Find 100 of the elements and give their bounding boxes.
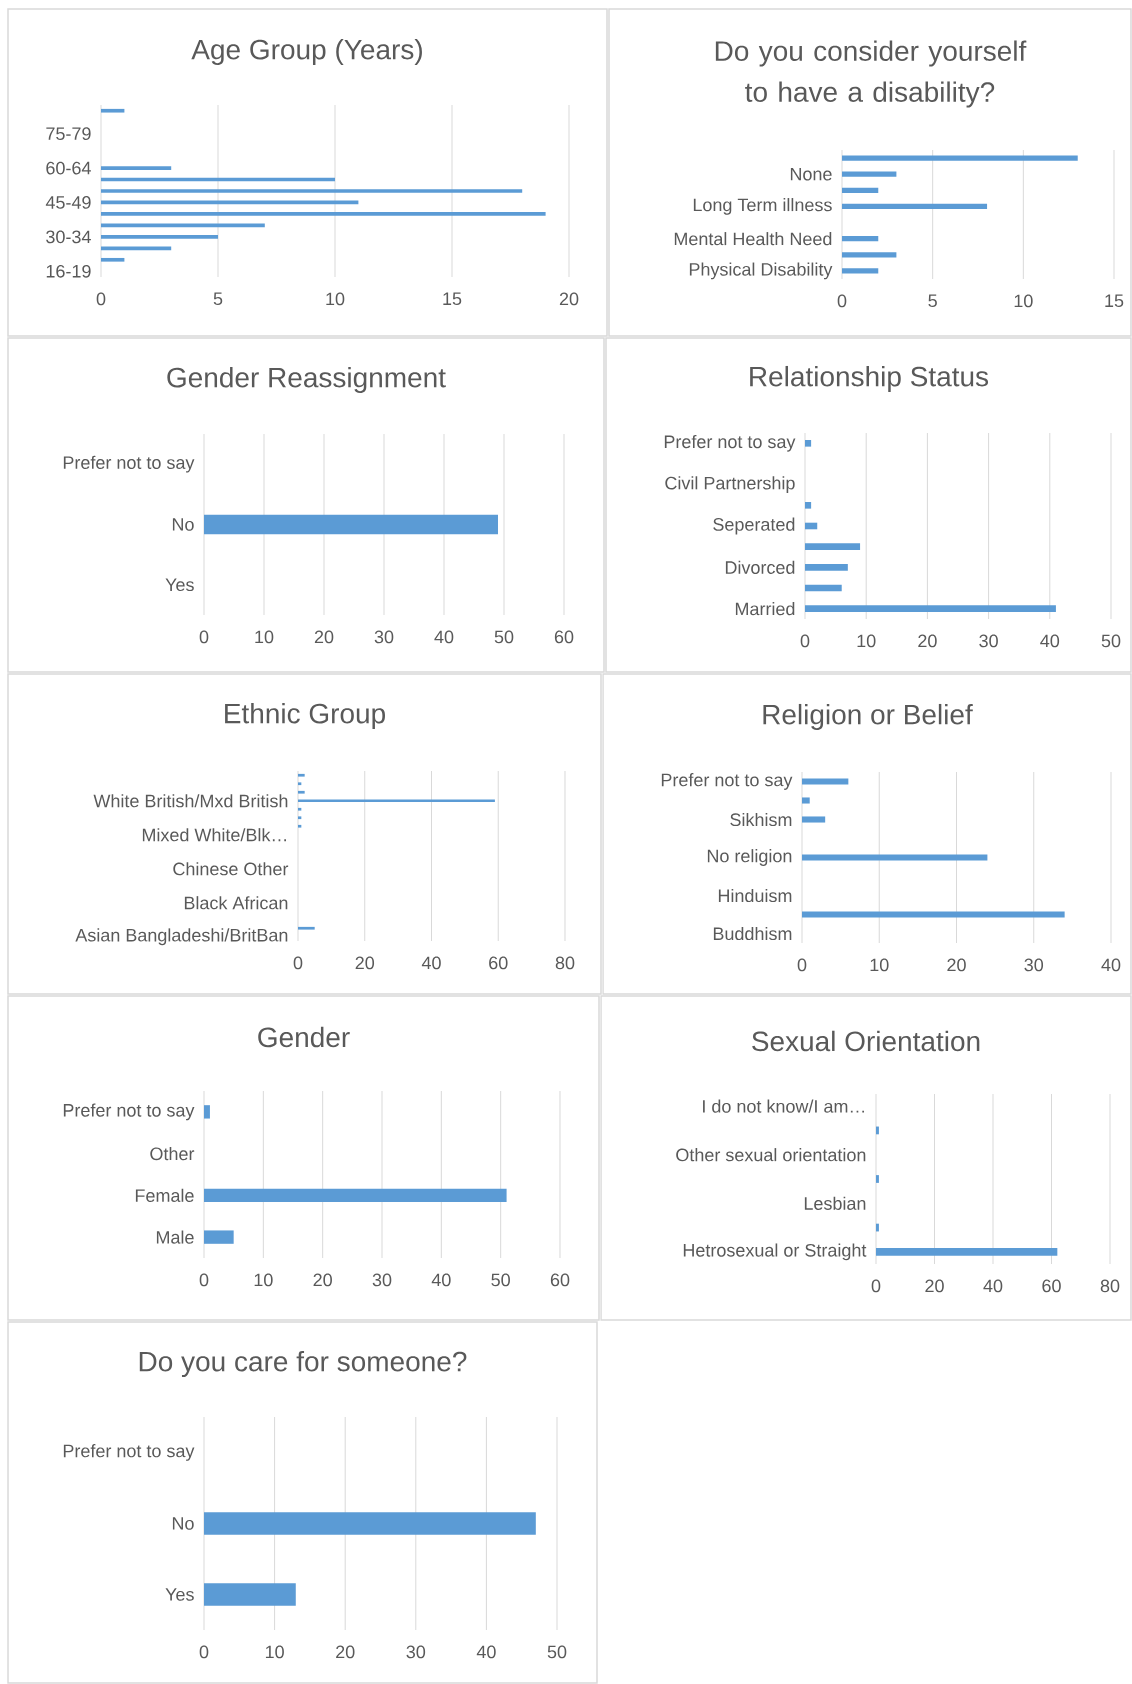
y-tick-label: Hinduism xyxy=(718,888,792,903)
x-tick-label: 20 xyxy=(336,1645,355,1659)
y-tick-label: Hetrosexual or Straight xyxy=(683,1243,867,1261)
chart-title: Ethnic Group xyxy=(225,702,385,730)
y-tick-label: Divorced xyxy=(725,560,795,574)
y-tick-label: Black African xyxy=(184,896,288,910)
bar xyxy=(298,824,302,828)
y-tick-label: Civil Partnership xyxy=(665,476,795,494)
bar xyxy=(101,189,523,193)
y-tick-label: Other xyxy=(150,1147,195,1161)
x-tick-label: 10 xyxy=(265,1645,284,1659)
x-tick-label: 20 xyxy=(313,1273,332,1287)
y-tick-label: Prefer not to say xyxy=(63,455,195,473)
y-tick-label: 30-34 xyxy=(46,230,91,244)
y-tick-label: Sikhism xyxy=(730,812,792,827)
y-tick-label: Physical Disability xyxy=(689,262,833,280)
y-tick-label: Male xyxy=(156,1230,194,1244)
y-tick-label: Long Term illness xyxy=(693,198,832,215)
x-tick-label: 0 xyxy=(871,1279,881,1293)
bar xyxy=(805,584,842,592)
chart-title: Gender Reassignment xyxy=(167,366,446,394)
bar xyxy=(805,543,861,550)
x-tick-label: 50 xyxy=(494,630,514,644)
x-tick-label: 40 xyxy=(476,1645,496,1659)
y-tick-label: Mixed White/Blk… xyxy=(142,828,286,842)
y-tick-label: Chinese Other xyxy=(173,862,289,876)
x-tick-label: 20 xyxy=(925,1279,944,1293)
y-tick-label: Prefer not to say xyxy=(664,434,796,452)
bar xyxy=(802,816,826,823)
chart-title: Do you care for someone? xyxy=(139,1350,467,1378)
bar xyxy=(842,252,897,258)
chart-title: Relationship Status xyxy=(750,365,989,393)
x-tick-label: 30 xyxy=(372,1273,392,1287)
x-tick-label: 20 xyxy=(559,292,579,306)
x-tick-label: 20 xyxy=(947,958,966,972)
bar xyxy=(805,440,812,447)
x-tick-label: 30 xyxy=(979,634,998,648)
x-tick-label: 30 xyxy=(374,630,394,644)
x-tick-label: 20 xyxy=(314,630,334,644)
bar xyxy=(101,212,546,216)
bar xyxy=(842,203,988,210)
y-tick-label: Prefer not to say xyxy=(63,1103,195,1121)
x-tick-label: 30 xyxy=(1024,958,1044,972)
x-tick-label: 10 xyxy=(255,630,274,644)
x-tick-label: 0 xyxy=(199,1645,209,1659)
chart-title: Sexual Orientation xyxy=(752,1030,980,1052)
x-tick-label: 30 xyxy=(406,1645,426,1659)
x-tick-label: 5 xyxy=(928,294,937,308)
x-tick-label: 40 xyxy=(1040,634,1060,648)
y-tick-label: 45-49 xyxy=(45,196,91,209)
x-tick-label: 5 xyxy=(213,292,223,306)
bar xyxy=(805,564,848,571)
x-tick-label: 40 xyxy=(421,956,441,970)
x-tick-label: 0 xyxy=(199,630,209,644)
y-tick-label: 16-19 xyxy=(46,264,91,278)
x-tick-label: 15 xyxy=(1105,294,1124,308)
x-tick-label: 0 xyxy=(199,1273,209,1287)
x-tick-label: 20 xyxy=(918,634,937,648)
y-tick-label: No religion xyxy=(707,849,792,866)
x-tick-label: 60 xyxy=(489,956,508,970)
chart-title: Religion or Belief xyxy=(763,703,973,731)
bar xyxy=(101,257,125,262)
y-tick-label: Prefer not to say xyxy=(661,773,793,790)
chart-title: Do you consider yourself to have a disability? xyxy=(715,40,1027,108)
y-tick-label: Other sexual orientation xyxy=(676,1148,866,1162)
bar xyxy=(101,246,172,251)
bar xyxy=(204,1105,210,1119)
bar xyxy=(298,773,305,777)
x-tick-label: 50 xyxy=(1101,634,1121,648)
bar xyxy=(204,1188,507,1203)
x-tick-label: 10 xyxy=(326,292,345,306)
bar xyxy=(298,816,302,820)
bar xyxy=(802,911,1065,918)
bar xyxy=(101,235,218,239)
y-tick-label: Seperated xyxy=(713,517,795,535)
y-tick-label: Buddhism xyxy=(713,926,792,941)
chart-title: Age Group (Years) xyxy=(191,38,422,66)
y-tick-label: Mental Health Need xyxy=(674,232,832,246)
y-tick-label: 75-79 xyxy=(46,127,91,141)
bar xyxy=(298,782,302,786)
x-tick-label: 60 xyxy=(554,630,574,644)
bar xyxy=(802,778,849,785)
bar xyxy=(805,605,1056,612)
x-tick-label: 10 xyxy=(870,958,889,972)
y-tick-label: Married xyxy=(735,602,795,616)
x-tick-label: 40 xyxy=(1101,958,1121,972)
x-tick-label: 40 xyxy=(431,1273,451,1287)
bar xyxy=(101,166,172,170)
bar xyxy=(842,187,879,193)
y-tick-label: Asian Bangladeshi/BritBan xyxy=(75,928,288,946)
x-tick-label: 20 xyxy=(355,956,375,970)
y-tick-label: 60-64 xyxy=(46,161,91,175)
x-tick-label: 40 xyxy=(983,1279,1003,1293)
y-tick-label: Prefer not to say xyxy=(63,1444,195,1461)
y-tick-label: Yes xyxy=(165,578,194,592)
y-tick-label: I do not know/I am… xyxy=(703,1099,864,1113)
y-tick-label: No xyxy=(172,1517,194,1530)
x-tick-label: 15 xyxy=(443,292,462,306)
x-tick-label: 0 xyxy=(293,956,303,970)
y-tick-label: Female xyxy=(135,1188,194,1202)
